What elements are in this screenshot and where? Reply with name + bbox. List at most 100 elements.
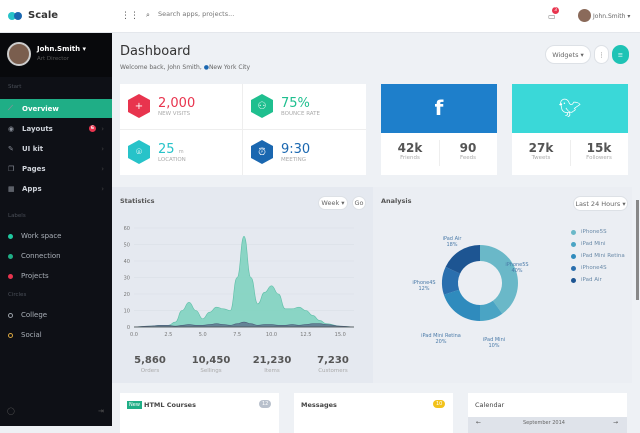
circle-icon: [8, 332, 13, 338]
area-series-0: [133, 235, 355, 328]
messages-title: Messages: [301, 401, 337, 409]
legend-dot-icon: [571, 253, 576, 259]
html-courses-card: New HTML Courses 12: [120, 393, 279, 433]
user-avatar[interactable]: [578, 9, 591, 22]
week-dropdown[interactable]: Week ▾: [318, 196, 348, 210]
legend-item[interactable]: iPad Mini: [571, 241, 606, 247]
calendar-title: Calendar: [475, 401, 505, 409]
facebook-card[interactable]: f 42k Friends 90 Feeds: [381, 84, 497, 175]
chat-icon[interactable]: ▭: [548, 12, 556, 21]
label-item[interactable]: Projects: [8, 272, 49, 280]
label-dot-icon: [8, 273, 13, 279]
brush-icon: ✎: [8, 144, 14, 153]
twitter-card[interactable]: 🐦︎ 27k Tweets 15k Followers: [512, 84, 628, 175]
legend-dot-icon: [571, 229, 576, 235]
section-labels: Labels: [8, 213, 26, 219]
donut-slice-iphone5s[interactable]: [480, 245, 518, 314]
twitter-icon: 🐦︎: [512, 84, 628, 133]
grid-icon: ▦: [8, 184, 15, 193]
legend-item[interactable]: iPhone4S: [571, 265, 607, 271]
x-tick-label: 15.0: [335, 332, 346, 337]
donut-slice-iphone4s[interactable]: [442, 266, 461, 295]
y-tick-label: 20: [124, 292, 130, 298]
search-input[interactable]: [158, 10, 298, 18]
profile-name[interactable]: John.Smith ▾: [37, 45, 87, 53]
legend-dot-icon: [571, 241, 576, 247]
donut-label: iPhone4S 12%: [412, 280, 436, 292]
donut-slice-ipad-mini[interactable]: [480, 300, 503, 321]
x-tick-label: 2.5: [164, 332, 172, 337]
sidebar: John.Smith ▾ Art Director Start ⟋ Overvie…: [0, 33, 112, 426]
y-tick-label: 30: [124, 276, 130, 282]
summary-sellings: 10,450 Sellings: [191, 355, 231, 374]
circle-item[interactable]: College: [8, 311, 47, 319]
sidebar-item-pages[interactable]: ❐ Pages ›: [8, 164, 104, 173]
stat-new-visits: +2,000 New visits: [128, 94, 195, 118]
help-icon[interactable]: ◯: [7, 407, 15, 415]
donut-slice-ipad-air[interactable]: [445, 245, 480, 274]
scrollbar[interactable]: [636, 200, 639, 300]
label-dot-icon: [8, 233, 13, 239]
facebook-stat: 42k Friends: [397, 141, 423, 161]
next-month-icon[interactable]: →: [613, 419, 619, 426]
y-tick-label: 10: [124, 309, 130, 315]
layouts-badge: 6: [89, 125, 96, 132]
donut-slice-ipad-mini-retina[interactable]: [443, 289, 480, 321]
more-button[interactable]: ⋮: [594, 45, 609, 64]
y-tick-label: 50: [124, 243, 130, 249]
stats-card: +2,000 New visits ⚇ 75% Bounce rate ⌾ 25 m Loca…: [120, 84, 366, 175]
label-item[interactable]: Work space: [8, 232, 62, 240]
widgets-button[interactable]: Widgets ▾: [545, 45, 591, 64]
chevron-icon: ›: [101, 184, 104, 193]
donut-label: iPad Air 18%: [442, 236, 462, 248]
user-menu[interactable]: John.Smith ▾: [593, 13, 631, 20]
x-tick-label: 5.0: [199, 332, 207, 337]
circle-item[interactable]: Social: [8, 331, 42, 339]
statistics-panel: Statistics Week ▾ Go 0 10 20 30 40 50 60 0.0 2.5…: [112, 187, 373, 383]
chevron-icon: ›: [101, 164, 104, 173]
analysis-donut-chart: [442, 245, 518, 321]
courses-count: 12: [259, 400, 272, 408]
apps-grid-icon[interactable]: ⋮⋮: [121, 11, 139, 21]
calendar-card: Calendar ← September 2014 →: [468, 393, 627, 433]
legend-item[interactable]: iPhone5S: [571, 229, 607, 235]
logout-icon[interactable]: ⇥: [98, 407, 104, 415]
x-tick-label: 10.0: [266, 332, 277, 337]
users-icon: ⚇: [251, 94, 273, 118]
donut-label: iPad Mini Retina 20%: [421, 333, 461, 345]
profile-role: Art Director: [37, 56, 70, 62]
plus-icon: +: [128, 94, 150, 118]
new-badge: New: [127, 401, 142, 409]
sidebar-item-overview[interactable]: ⟋ Overview: [0, 99, 112, 118]
messages-count: 10: [433, 400, 446, 408]
logo-icon: [8, 12, 24, 20]
x-tick-label: 12.5: [300, 332, 311, 337]
label-dot-icon: [8, 253, 13, 259]
facebook-stat: 90 Feeds: [459, 141, 477, 161]
chevron-icon: ›: [101, 144, 104, 153]
facebook-icon: f: [381, 84, 497, 133]
legend-item[interactable]: iPad Mini Retina: [571, 253, 625, 259]
top-bar: Scale ⋮⋮ ⌕ ▭ 3 John.Smith ▾: [0, 0, 640, 33]
prev-month-icon[interactable]: ←: [476, 419, 482, 426]
go-button[interactable]: Go: [352, 196, 366, 210]
y-tick-label: 0: [127, 325, 130, 331]
layers-icon: ◉: [8, 124, 15, 133]
stat-meeting: ⏰︎ 9:30 Meeting: [251, 140, 310, 164]
circle-icon: [8, 312, 13, 318]
legend-dot-icon: [571, 277, 576, 283]
location-icon: ⌾: [128, 140, 150, 164]
label-item[interactable]: Connection: [8, 252, 61, 260]
legend-item[interactable]: iPad Air: [571, 277, 602, 283]
profile-avatar[interactable]: [7, 42, 31, 66]
sidebar-item-ui-kit[interactable]: ✎ UI kit ›: [8, 144, 104, 153]
menu-button[interactable]: ≡: [612, 45, 629, 64]
time-range-dropdown[interactable]: Last 24 Hours ▾: [573, 196, 628, 211]
analysis-title: Analysis: [381, 197, 412, 205]
sidebar-item-apps[interactable]: ▦ Apps ›: [8, 184, 104, 193]
summary-orders: 5,860 Orders: [134, 355, 166, 374]
sidebar-item-layouts[interactable]: ◉ Layouts 6 ›: [8, 124, 104, 133]
y-tick-label: 60: [124, 226, 130, 232]
section-circles: Circles: [8, 292, 27, 298]
statistics-title: Statistics: [120, 197, 155, 205]
